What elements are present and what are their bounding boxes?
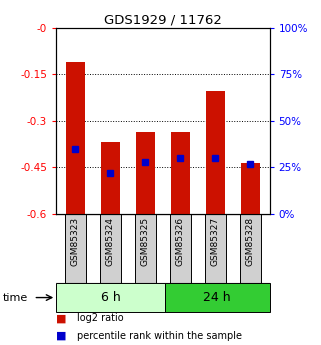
Text: GSM85327: GSM85327 [211,217,220,266]
Bar [240,214,261,283]
Bar [171,132,190,214]
Title: GDS1929 / 11762: GDS1929 / 11762 [104,13,222,27]
Bar [65,214,86,283]
Text: log2 ratio: log2 ratio [77,313,124,323]
Text: ■: ■ [56,331,67,341]
Bar [100,214,121,283]
Bar [170,214,191,283]
Text: GSM85323: GSM85323 [71,217,80,266]
Text: 24 h: 24 h [203,291,231,304]
Text: ■: ■ [56,313,67,323]
Bar [56,283,165,312]
Bar [241,163,260,214]
Bar [165,283,270,312]
Bar [66,62,85,214]
Bar [135,214,156,283]
Text: GSM85326: GSM85326 [176,217,185,266]
Text: percentile rank within the sample: percentile rank within the sample [77,331,242,341]
Text: GSM85325: GSM85325 [141,217,150,266]
Bar [205,214,226,283]
Text: 6 h: 6 h [100,291,120,304]
Text: GSM85324: GSM85324 [106,217,115,266]
Text: time: time [3,293,29,303]
Bar [136,132,155,214]
Bar [101,142,120,214]
Text: GSM85328: GSM85328 [246,217,255,266]
Bar [206,91,225,214]
